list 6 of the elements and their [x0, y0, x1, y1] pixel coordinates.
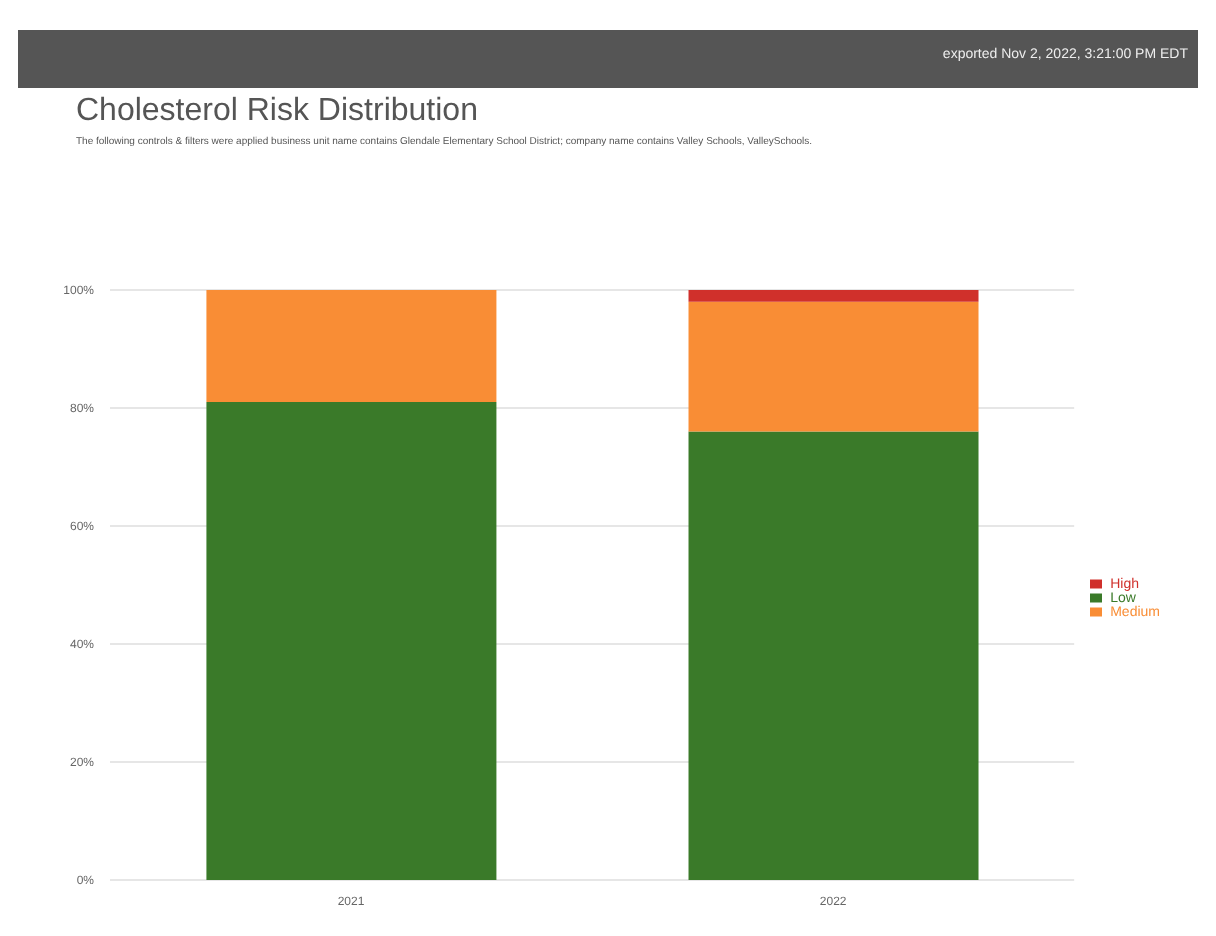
bar [688, 290, 979, 302]
bar [206, 290, 497, 403]
chart-title: Cholesterol Risk Distribution [76, 94, 478, 130]
bar [688, 301, 979, 432]
bar [206, 402, 497, 880]
bar [688, 431, 979, 880]
